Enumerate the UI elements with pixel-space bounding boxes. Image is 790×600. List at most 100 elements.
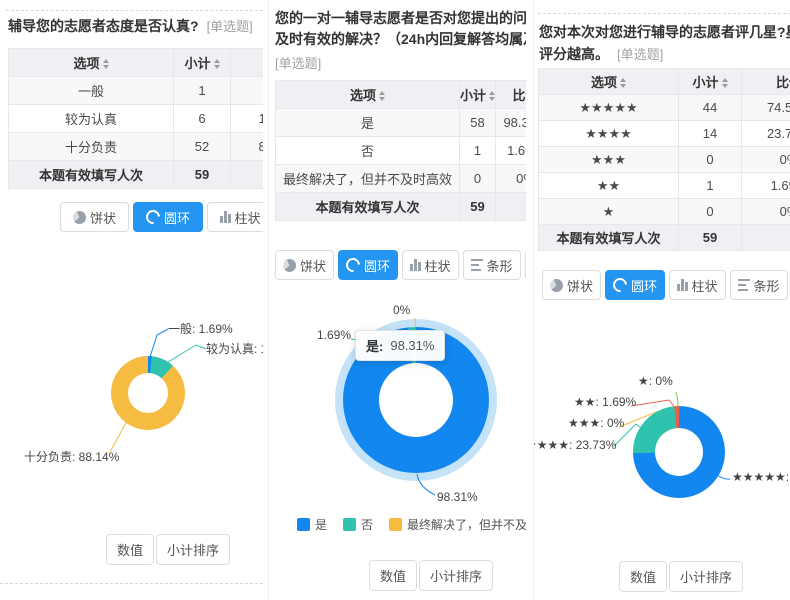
leader-line-green bbox=[675, 391, 679, 407]
slice-label: ★★★: 0% bbox=[568, 416, 625, 430]
column-chart-icon bbox=[220, 211, 231, 223]
column-chart-icon bbox=[410, 259, 421, 271]
ratio-cell: 0% bbox=[741, 198, 790, 225]
value-toggle-button[interactable]: 数值 bbox=[619, 561, 668, 592]
ring-icon bbox=[343, 255, 363, 275]
count-cell: 1 bbox=[459, 136, 496, 165]
value-toggle-button[interactable]: 数值 bbox=[369, 560, 418, 591]
legend-swatch bbox=[343, 518, 357, 531]
sort-icon bbox=[213, 59, 220, 69]
column-chart-button[interactable]: 柱状 bbox=[669, 270, 726, 300]
table-row: 一般 1 1.69% bbox=[8, 76, 263, 105]
column-header-ratio[interactable]: 比例 bbox=[230, 48, 263, 77]
legend-item[interactable]: 最终解决了，但并不及时高效 bbox=[389, 516, 526, 533]
total-label-cell: 本题有效填写人次 bbox=[275, 192, 460, 221]
column-header-option[interactable]: 选项 bbox=[275, 80, 460, 109]
pie-icon bbox=[70, 208, 89, 226]
chart-type-toolbar: 饼状 圆环 柱状 条形 bbox=[60, 202, 263, 232]
count-cell: 1 bbox=[678, 172, 742, 199]
donut-chart-button[interactable]: 圆环 bbox=[605, 270, 666, 300]
chart-tooltip: 是: 98.31% bbox=[355, 330, 446, 361]
divider-dashed-top bbox=[538, 13, 790, 14]
column-header-count[interactable]: 小计 bbox=[678, 68, 742, 95]
ratio-cell: 1.69% bbox=[741, 172, 790, 199]
bar-chart-icon bbox=[737, 278, 750, 292]
question-type-badge: [单选题] bbox=[275, 56, 322, 71]
hide-options-button[interactable]: 隐藏 bbox=[524, 250, 526, 280]
question-type-badge: [单选题] bbox=[206, 19, 253, 34]
question-title-line2: 及时有效的解决？（24h内回复解答均属及 bbox=[275, 31, 526, 47]
total-ratio-cell bbox=[230, 160, 263, 189]
subtotal-sort-button[interactable]: 小计排序 bbox=[156, 534, 231, 565]
column-chart-button[interactable]: 柱状 bbox=[402, 250, 459, 280]
legend-item[interactable]: 是 bbox=[297, 516, 327, 533]
table-total-row: 本题有效填写人次 59 bbox=[538, 224, 790, 251]
table-header-row: 选项 小计 比例 bbox=[275, 80, 526, 109]
donut-chart-button[interactable]: 圆环 bbox=[338, 250, 399, 280]
subtotal-sort-button[interactable]: 小计排序 bbox=[419, 560, 494, 591]
table-row: 否 1 1.69% bbox=[275, 136, 526, 165]
leader-line-teal bbox=[167, 344, 207, 363]
value-toggle-button[interactable]: 数值 bbox=[106, 534, 155, 565]
pie-icon bbox=[547, 276, 566, 294]
pie-chart-button[interactable]: 饼状 bbox=[60, 202, 130, 232]
column-header-count[interactable]: 小计 bbox=[173, 48, 231, 77]
table-total-row: 本题有效填写人次 59 bbox=[275, 192, 526, 221]
option-cell: 十分负责 bbox=[8, 132, 174, 161]
column-header-option[interactable]: 选项 bbox=[538, 68, 679, 95]
legend-item[interactable]: 否 bbox=[343, 516, 373, 533]
column-header-count[interactable]: 小计 bbox=[459, 80, 496, 109]
slice-label: ★★★★★: 74.58% bbox=[732, 470, 790, 484]
chart-type-toolbar: 饼状 圆环 柱状 条形 隐藏 bbox=[275, 250, 526, 280]
ring-icon bbox=[143, 207, 163, 227]
column-chart-button[interactable]: 柱状 bbox=[207, 202, 263, 232]
sort-icon bbox=[721, 78, 728, 88]
bar-chart-icon bbox=[470, 258, 483, 272]
ratio-cell: 0% bbox=[495, 164, 526, 193]
bar-chart-button[interactable]: 条形 bbox=[462, 250, 521, 280]
table-total-row: 本题有效填写人次 59 bbox=[8, 160, 263, 189]
donut-hole bbox=[655, 428, 703, 476]
table-row: ★★★★★ 44 74.58% bbox=[538, 94, 790, 121]
column-header-ratio[interactable]: 比例 bbox=[495, 80, 526, 109]
question-panel-1: 辅导您的志愿者态度是否认真? [单选题] 选项 小计 比例 一般 1 1.69% … bbox=[0, 0, 263, 600]
donut-hole bbox=[379, 363, 453, 437]
sort-icon bbox=[489, 91, 495, 101]
slice-label: ★: 0% bbox=[638, 374, 673, 388]
ratio-cell: 98.31% bbox=[495, 108, 526, 137]
question-title-line2: 评分越高。 [单选题] bbox=[539, 46, 664, 62]
option-cell: ★ bbox=[538, 198, 679, 225]
pie-chart-button[interactable]: 饼状 bbox=[542, 270, 602, 300]
count-cell: 0 bbox=[678, 198, 742, 225]
option-cell: 最终解决了，但并不及时高效 bbox=[275, 164, 460, 193]
question-title-text: 辅导您的志愿者态度是否认真? bbox=[8, 18, 199, 34]
pie-chart-button[interactable]: 饼状 bbox=[275, 250, 335, 280]
table-row: 较为认真 6 10.17% bbox=[8, 104, 263, 133]
option-cell: 较为认真 bbox=[8, 104, 174, 133]
total-ratio-cell bbox=[495, 192, 526, 221]
subtotal-sort-button[interactable]: 小计排序 bbox=[669, 561, 744, 592]
option-cell: 否 bbox=[275, 136, 460, 165]
bar-chart-button[interactable]: 条形 bbox=[729, 270, 788, 300]
count-cell: 0 bbox=[678, 146, 742, 173]
slice-label: 1.69% bbox=[317, 328, 352, 342]
question-title: 辅导您的志愿者态度是否认真? [单选题] bbox=[8, 16, 253, 36]
results-table: 选项 小计 比例 ★★★★★ 44 74.58% ★★★★ 14 23.73% … bbox=[538, 68, 790, 251]
count-cell: 52 bbox=[173, 132, 231, 161]
question-type-badge: [单选题] bbox=[617, 47, 664, 62]
slice-label: ★★: 1.69% bbox=[574, 395, 637, 409]
tooltip-value: 98.31% bbox=[390, 338, 435, 353]
chart-type-toolbar: 饼状 圆环 柱状 条形 隐藏 bbox=[542, 270, 790, 300]
pie-icon bbox=[280, 256, 299, 274]
option-cell: ★★★ bbox=[538, 146, 679, 173]
column-header-ratio[interactable]: 比例 bbox=[741, 68, 790, 95]
count-cell: 14 bbox=[678, 120, 742, 147]
slice-label: 较为认真: 10.17% bbox=[206, 342, 263, 356]
count-cell: 44 bbox=[678, 94, 742, 121]
tooltip-series-name: 是: bbox=[366, 339, 384, 354]
sort-icon bbox=[620, 78, 626, 88]
question-title-line1: 您的一对一辅导志愿者是否对您提出的问题 bbox=[275, 10, 526, 26]
column-header-option[interactable]: 选项 bbox=[8, 48, 174, 77]
table-row: 十分负责 52 88.14% bbox=[8, 132, 263, 161]
donut-chart-button[interactable]: 圆环 bbox=[133, 202, 204, 232]
